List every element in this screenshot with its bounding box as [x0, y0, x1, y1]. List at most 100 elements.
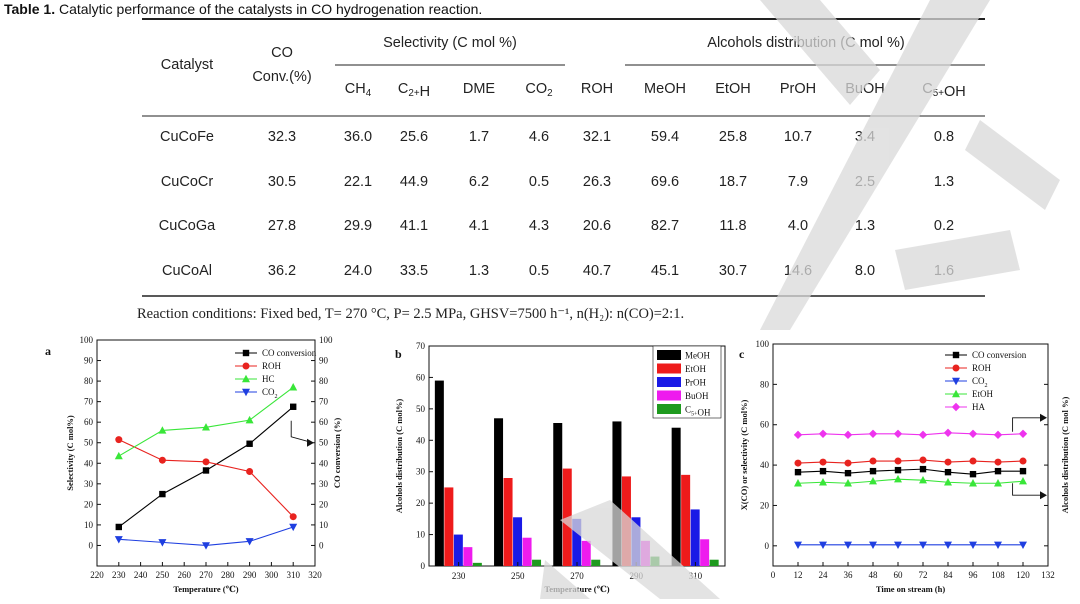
- y-tick-label: 90: [84, 356, 94, 366]
- x-tick-label: 36: [844, 570, 854, 580]
- legend-label: PrOH: [685, 378, 707, 388]
- table-cell: 69.6: [651, 174, 679, 190]
- legend-label: ROH: [262, 361, 282, 371]
- series-co2: [114, 523, 298, 550]
- subheader-ch4: CH4: [345, 81, 372, 99]
- table-cell: 4.6: [529, 129, 549, 145]
- data-point: [290, 403, 297, 410]
- table-cell: 33.5: [400, 263, 428, 279]
- x-tick-label: 310: [286, 570, 300, 580]
- panel-label-b: b: [395, 347, 402, 361]
- annotation-arrow: [1012, 417, 1046, 432]
- data-point: [1018, 429, 1028, 439]
- subheader-dme: DME: [463, 81, 496, 97]
- series-co2: [794, 541, 1027, 550]
- table-row: CuCoFe 32.3 36.0 25.6 1.7 4.6 32.1 59.4 25.8 10.7…: [160, 129, 954, 145]
- x-tick-label: 250: [156, 570, 170, 580]
- data-point: [1019, 467, 1027, 475]
- data-point: [869, 457, 877, 465]
- data-point: [969, 470, 977, 478]
- table-row: CuCoAl 36.2 24.0 33.5 1.3 0.5 40.7 45.1 30.7 14.6…: [162, 263, 954, 279]
- legend-label: EtOH: [685, 364, 706, 374]
- data-point: [968, 429, 978, 439]
- table-cell: 8.0: [855, 263, 875, 279]
- x-axis-label: Temperature (℃): [173, 584, 238, 594]
- x-tick-label: 280: [221, 570, 235, 580]
- series-line: [118, 386, 294, 457]
- header-co-conv-line2: Conv.(%): [252, 69, 311, 85]
- legend-label: MeOH: [685, 351, 710, 361]
- table-cell: 0.5: [529, 174, 549, 190]
- data-point: [159, 490, 166, 498]
- table-cell: 41.1: [400, 218, 428, 234]
- cell-catalyst: CuCoCr: [161, 174, 214, 190]
- data-point: [158, 539, 167, 547]
- table-cell: 22.1: [344, 174, 372, 190]
- bar-c5plusoh: [532, 559, 542, 566]
- legend-label: ROH: [972, 363, 992, 373]
- bar-proh: [453, 534, 463, 566]
- annotation-arrow: [290, 420, 314, 444]
- data-point: [969, 457, 977, 465]
- data-point: [158, 426, 167, 434]
- subheader-roh: ROH: [581, 81, 613, 97]
- table-cell: 3.4: [855, 129, 875, 145]
- y-tick-label: 50: [416, 404, 426, 414]
- subheader-co2: CO2: [525, 81, 552, 99]
- data-point: [919, 541, 927, 550]
- table-cell: 1.3: [934, 174, 954, 190]
- data-point: [844, 541, 852, 550]
- bar-proh: [513, 517, 523, 566]
- legend-marker: [952, 351, 960, 359]
- x-tick-label: 0: [771, 570, 776, 580]
- table-cell: 40.7: [583, 263, 611, 279]
- data-point: [819, 467, 827, 475]
- legend-swatch: [657, 377, 681, 387]
- legend-label: BuOH: [685, 391, 709, 401]
- data-point: [245, 538, 254, 546]
- plot-frame: [772, 343, 1049, 567]
- legend-label: HA: [972, 402, 985, 412]
- y-tick-label: 20: [760, 500, 770, 510]
- plot-frame: [96, 339, 316, 567]
- series-line: [797, 459, 1024, 464]
- bar-buoh: [581, 540, 591, 566]
- y-tick-label: 0: [89, 540, 94, 550]
- subheader-etoh: EtOH: [715, 81, 750, 97]
- data-point: [993, 430, 1003, 440]
- data-point: [819, 478, 827, 486]
- data-point: [115, 523, 122, 531]
- table-cell: 6.2: [469, 174, 489, 190]
- legend-label: EtOH: [972, 389, 993, 399]
- table-cell: 25.8: [719, 129, 747, 145]
- series-ha: [793, 428, 1028, 440]
- y-tick-label: 20: [416, 498, 426, 508]
- data-point: [919, 456, 927, 464]
- legend-label: CO2: [972, 376, 988, 389]
- y-tick-label: 40: [760, 460, 770, 470]
- legend-swatch: [657, 404, 681, 414]
- bar-etoh: [444, 487, 454, 566]
- y-tick-label: 30: [416, 467, 426, 477]
- chart-b-svg: 0 10 20 30 40 50 60 70 Temperature (℃) Alcohols d…: [394, 341, 726, 594]
- data-point: [868, 429, 878, 439]
- bar-meoh: [553, 423, 563, 566]
- legend-label: CO conversion: [972, 350, 1027, 360]
- data-point: [944, 541, 952, 550]
- table-cell: 1.3: [855, 218, 875, 234]
- data-point: [794, 468, 802, 476]
- x-tick-label: 230: [112, 570, 126, 580]
- subheader-meoh: MeOH: [644, 81, 686, 97]
- data-point: [202, 423, 210, 431]
- x-axis-label: Temperature (℃): [544, 584, 609, 594]
- data-point: [245, 415, 254, 424]
- reaction-conditions: Reaction conditions: Fixed bed, T= 270 °…: [137, 306, 685, 322]
- table-cell: 0.2: [934, 218, 954, 234]
- bar-group-270: [553, 423, 601, 566]
- annotation-arrow: [1012, 483, 1046, 496]
- x-tick-label: 220: [90, 570, 104, 580]
- y2-tick-label: 0: [319, 540, 324, 550]
- x-tick-label: 290: [629, 571, 643, 581]
- data-point: [1019, 457, 1027, 465]
- data-point: [158, 456, 166, 464]
